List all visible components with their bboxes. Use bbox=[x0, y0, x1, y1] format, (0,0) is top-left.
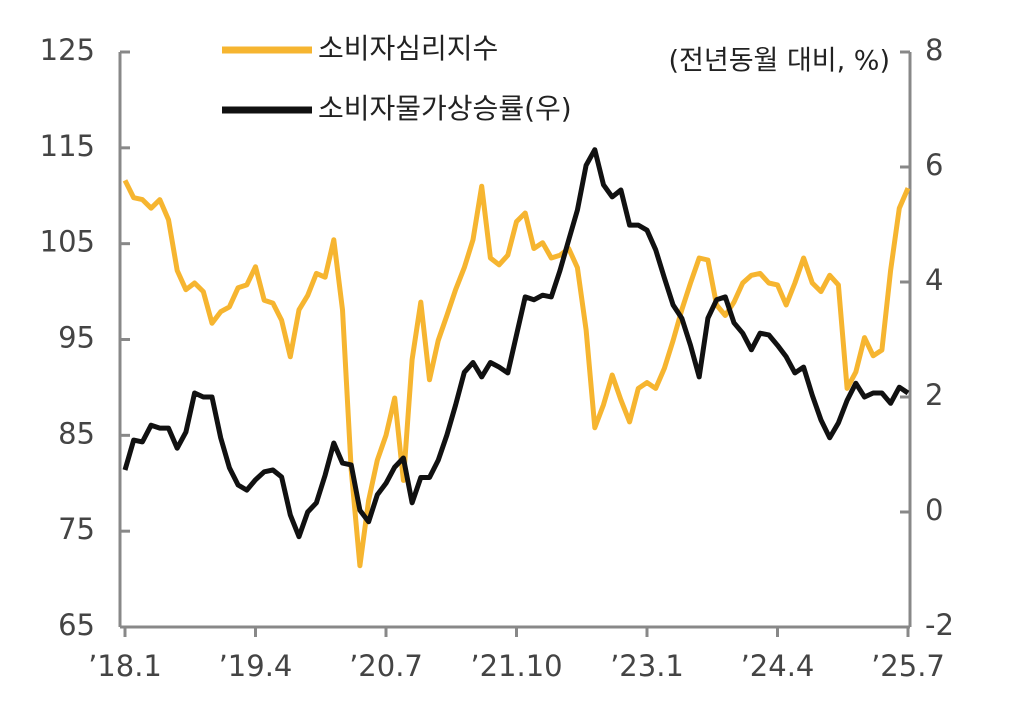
series-line bbox=[122, 179, 911, 569]
y-tick-label: 65 bbox=[58, 608, 95, 642]
series-line bbox=[122, 147, 910, 540]
x-tick-label: ’23.1 bbox=[610, 649, 684, 683]
x-tick-label: ’24.4 bbox=[741, 649, 815, 683]
y-tick-label: 105 bbox=[40, 225, 95, 259]
x-tick-label: ’25.7 bbox=[871, 649, 945, 683]
y2-tick-label: 6 bbox=[925, 148, 943, 182]
y-tick-label: 75 bbox=[58, 512, 95, 546]
y-tick-label: 115 bbox=[40, 129, 95, 163]
x-tick-label: ’18.1 bbox=[88, 649, 162, 683]
y-tick-label: 85 bbox=[58, 416, 95, 450]
x-tick-label: ’19.4 bbox=[219, 649, 293, 683]
y2-tick-label: 8 bbox=[925, 33, 943, 67]
y2-tick-label: 0 bbox=[925, 493, 943, 527]
y-tick-label: 95 bbox=[58, 321, 95, 355]
y2-tick-label: 4 bbox=[925, 263, 943, 297]
legend-label: 소비자심리지수 bbox=[318, 32, 498, 65]
y2-axis-label: (전년동월 대비, %) bbox=[668, 46, 890, 77]
x-tick-label: ’21.10 bbox=[470, 649, 562, 683]
y2-tick-label: -2 bbox=[925, 608, 954, 642]
y-tick-label: 125 bbox=[40, 33, 95, 67]
legend-label: 소비자물가상승률(우) bbox=[318, 92, 572, 125]
y2-tick-label: 2 bbox=[925, 378, 943, 412]
x-tick-label: ’20.7 bbox=[349, 649, 423, 683]
